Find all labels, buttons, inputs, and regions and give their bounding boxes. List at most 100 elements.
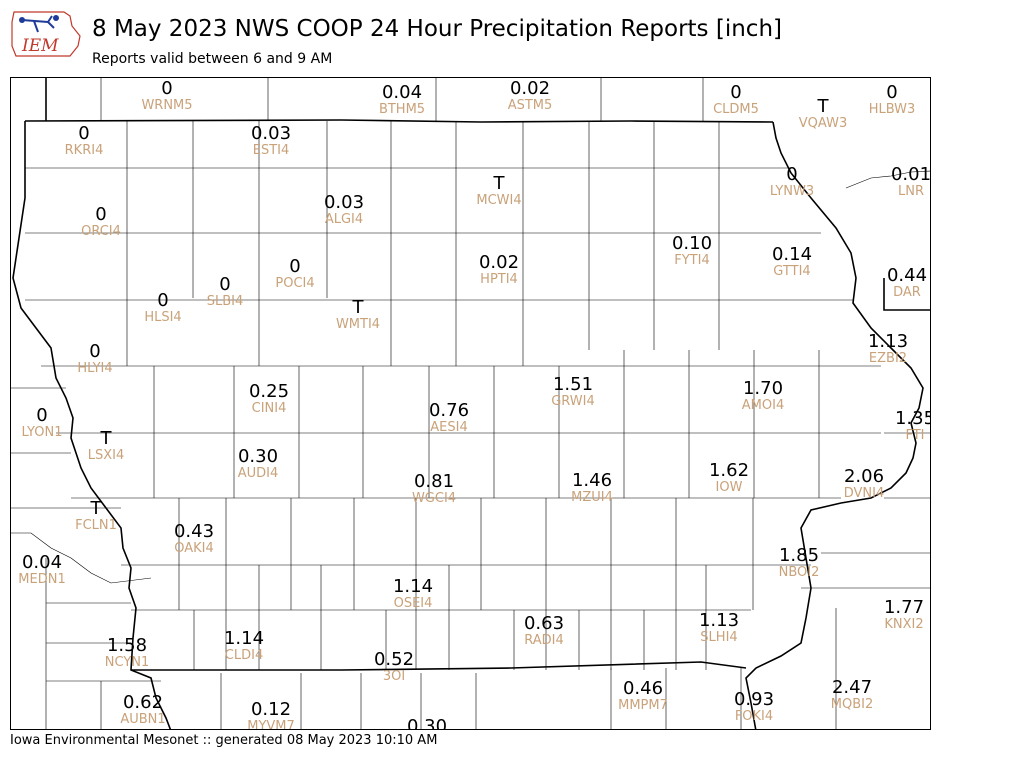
station-report: 1.14 OSEI4 <box>392 576 434 611</box>
station-value: 0 <box>730 82 742 103</box>
station-id: CINI4 <box>251 401 287 416</box>
precipitation-map: 0 WRNM5 0.04 BTHM5 0.02 ASTM5 0 CLDM5 T VQAW3 0 HLB… <box>10 77 931 730</box>
station-value: 1.35 <box>894 408 930 429</box>
station-report: 1.58 NCYN1 <box>104 635 150 670</box>
station-value: 0.25 <box>248 381 290 402</box>
station-report: 0 HLBW3 <box>868 82 916 117</box>
station-id: ASTM5 <box>507 98 553 113</box>
station-report: 1.14 CLDI4 <box>223 628 265 663</box>
station-value: 2.06 <box>843 466 885 487</box>
station-id: AMOI4 <box>741 398 785 413</box>
station-value: 0.02 <box>509 78 551 99</box>
station-report: 2.47 MQBI2 <box>831 679 873 712</box>
station-id: LYON1 <box>21 425 63 440</box>
station-value: 0 <box>786 164 798 185</box>
station-value: 0.02 <box>478 252 520 273</box>
station-value: 1.77 <box>883 597 925 618</box>
station-id: OAKI4 <box>174 541 214 556</box>
station-value: 0.30 <box>237 446 279 467</box>
station-id: HPTI4 <box>480 272 518 287</box>
station-report: 0.03 ALGI4 <box>324 194 364 227</box>
station-report: 1.70 AMOI4 <box>741 380 785 413</box>
station-report: 0.44 DAR <box>886 265 928 300</box>
station-value: 1.51 <box>552 374 594 395</box>
station-report: 0.12 MYVM7 <box>247 701 295 730</box>
station-id: AUDI4 <box>237 466 279 481</box>
footer-credit: Iowa Environmental Mesonet :: generated … <box>10 733 438 748</box>
station-report: 0.81 WGCI4 <box>412 471 456 506</box>
station-report: 0 LYON1 <box>21 407 63 440</box>
station-id: NBOI2 <box>778 565 820 580</box>
station-id: CLDI4 <box>224 648 264 663</box>
station-report: 0.03 ESTI4 <box>250 123 292 158</box>
station-report: 1.13 EZBI2 <box>868 333 908 366</box>
station-report: 0.46 MMPM7 <box>618 678 668 713</box>
station-id: MZUI4 <box>571 490 613 505</box>
station-value: 0.81 <box>413 471 455 492</box>
station-report: 0.62 AUBN1 <box>120 694 165 727</box>
svg-text:IEM: IEM <box>21 36 59 56</box>
station-value: T <box>90 498 102 519</box>
page-subtitle: Reports valid between 6 and 9 AM <box>92 51 333 67</box>
station-value: 0.46 <box>622 678 664 699</box>
station-report: 1.35FTI <box>894 408 930 443</box>
station-value: 0 <box>886 82 898 103</box>
station-value: 0.52 <box>373 649 415 670</box>
station-value: 1.85 <box>778 545 820 566</box>
station-value: 0.03 <box>250 123 292 144</box>
station-value: 0.44 <box>886 265 928 286</box>
station-value: 0.04 <box>21 552 63 573</box>
station-report: T LSXI4 <box>87 430 125 463</box>
station-value: 1.62 <box>708 460 750 481</box>
station-value: 0.63 <box>523 613 565 634</box>
station-report: 0 RKRI4 <box>64 125 104 158</box>
station-value: 0 <box>289 256 301 277</box>
station-id: LNR <box>897 184 924 199</box>
station-report: 1.77 KNXI2 <box>883 597 925 632</box>
station-report: 0 LYNW3 <box>769 164 815 199</box>
station-id: LYNW3 <box>769 184 815 199</box>
station-id: EZBI2 <box>868 351 908 366</box>
station-value: 0.01 <box>890 164 931 185</box>
station-id: LSXI4 <box>87 448 125 463</box>
station-id: RKRI4 <box>64 143 104 158</box>
station-report: 0.93 FOKI4 <box>734 691 774 724</box>
station-report: 1.13 SLHI4 <box>699 612 739 645</box>
station-value: 0.04 <box>381 82 423 103</box>
station-id: NCYN1 <box>104 655 150 670</box>
station-report: 0.01 LNR <box>890 164 931 199</box>
station-value: 0 <box>89 341 101 362</box>
station-report: 0.52 3OI <box>373 649 415 684</box>
station-report: T FCLN1 <box>75 498 117 533</box>
station-value: 0 <box>219 274 231 295</box>
station-id: OSEI4 <box>393 596 433 611</box>
station-report: 0.10 FYTI4 <box>672 235 712 268</box>
station-report: 0 SLBI4 <box>206 274 244 309</box>
station-report: 0.63 RADI4 <box>523 613 565 648</box>
county-boundaries <box>11 78 930 729</box>
station-id: AESI4 <box>430 420 468 435</box>
station-id: FYTI4 <box>674 253 710 268</box>
station-report: 0.30 <box>407 718 447 730</box>
station-id: SLBI4 <box>206 294 244 309</box>
station-value: T <box>817 96 829 117</box>
station-id: SLHI4 <box>700 630 738 645</box>
station-report: 0.76 AESI4 <box>429 402 469 435</box>
station-id: MEDN1 <box>18 572 66 587</box>
station-id: FTI <box>905 428 925 443</box>
station-id: MMPM7 <box>618 698 668 713</box>
station-id: ALGI4 <box>324 212 364 227</box>
station-value: 0.43 <box>173 521 215 542</box>
station-value: 1.58 <box>106 635 148 656</box>
station-id: KNXI2 <box>884 617 924 632</box>
station-report: 2.06 DVNI4 <box>843 466 885 501</box>
station-report: 1.51 GRWI4 <box>551 374 595 409</box>
station-id: DVNI4 <box>843 486 885 501</box>
station-id: FOKI4 <box>734 709 774 724</box>
station-report: 0 ORCI4 <box>81 206 121 239</box>
station-value: 1.14 <box>223 628 265 649</box>
station-value: 1.14 <box>392 576 434 597</box>
station-report: 0 HLSI4 <box>144 292 181 325</box>
station-report: 0.30 AUDI4 <box>237 446 279 481</box>
station-id: HLBW3 <box>868 102 916 117</box>
